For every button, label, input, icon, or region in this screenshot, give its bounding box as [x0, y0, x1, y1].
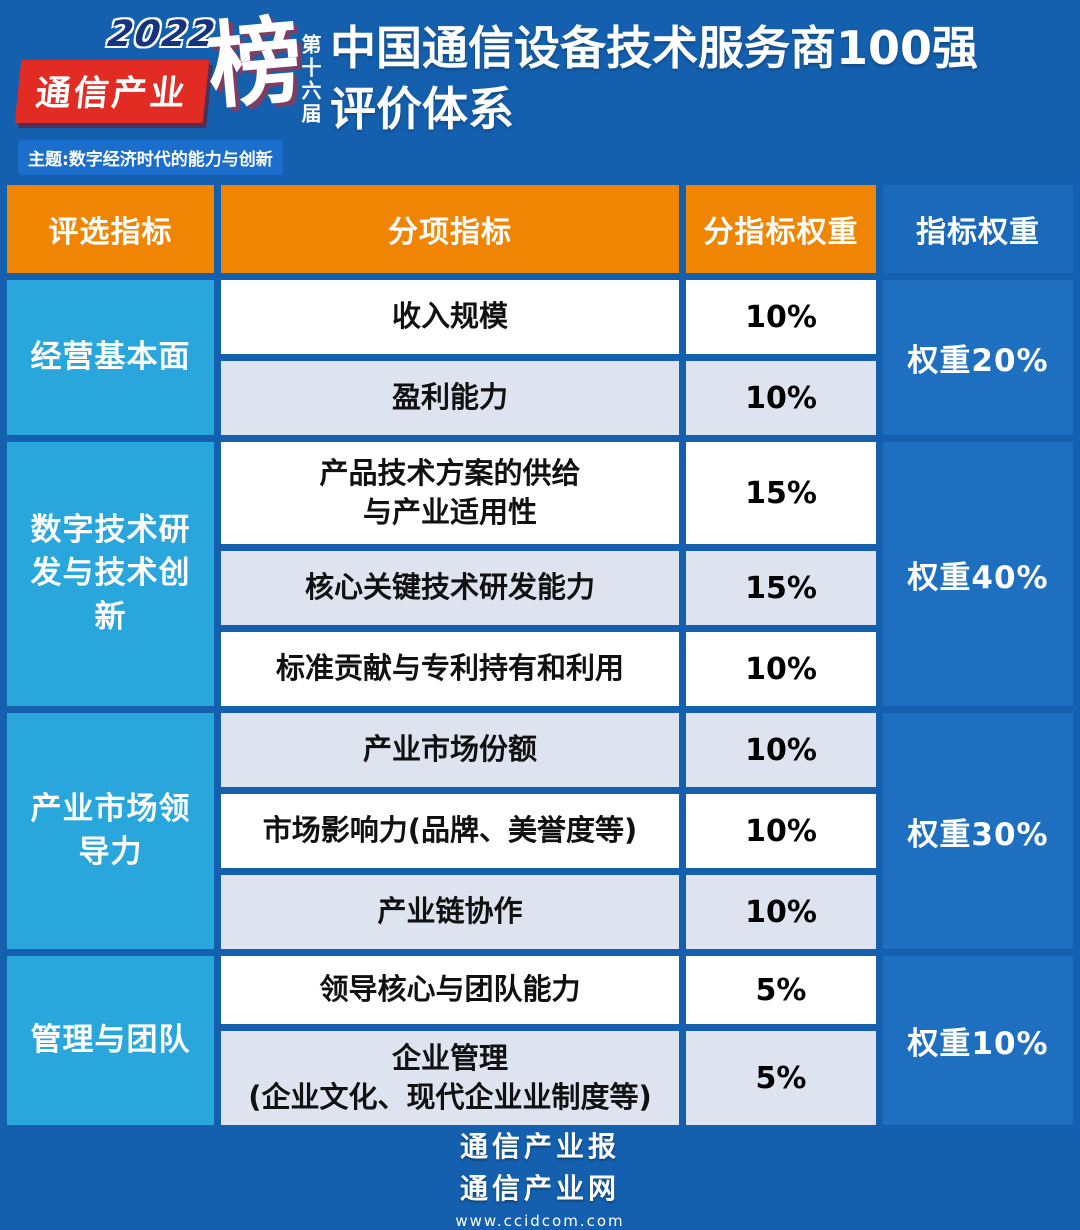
page-title-line2: 评价体系	[330, 81, 514, 136]
footer-publication-2: 通信产业网	[459, 1171, 620, 1205]
group-weight-cell: 权重10%	[883, 956, 1073, 1125]
sub-weight-cell: 10%	[686, 361, 876, 435]
category-cell: 数字技术研发与技术创新	[7, 442, 214, 706]
indicator-cell: 产业市场份额	[221, 713, 679, 787]
sub-weight-cell: 10%	[686, 632, 876, 706]
group-weight-cell: 权重40%	[883, 442, 1073, 706]
column-header-weight: 指标权重	[883, 185, 1073, 273]
group-weight-cell: 权重30%	[883, 713, 1073, 949]
evaluation-table: 评选指标 分项指标 分指标权重 指标权重 经营基本面 收入规模 10% 盈利能力…	[7, 185, 1073, 1125]
indicator-cell: 盈利能力	[221, 361, 679, 435]
sub-weight-cell: 10%	[686, 280, 876, 354]
indicator-cell: 领导核心与团队能力	[221, 956, 679, 1024]
page-header: 2022 通信产业 榜 第十六届 主题:数字经济时代的能力与创新 中国通信设备技…	[0, 0, 1080, 185]
sub-weight-cell: 5%	[686, 956, 876, 1024]
sub-weight-cell: 15%	[686, 551, 876, 625]
category-cell: 经营基本面	[7, 280, 214, 435]
brand-logo: 2022 通信产业 榜 第十六届 主题:数字经济时代的能力与创新	[10, 6, 325, 178]
column-header-sub-indicator: 分项指标	[221, 185, 679, 273]
sub-weight-cell: 10%	[686, 713, 876, 787]
logo-theme-banner: 主题:数字经济时代的能力与创新	[18, 140, 283, 175]
page-title: 中国通信设备技术服务商100强 评价体系	[330, 18, 1072, 139]
column-header-sub-weight: 分指标权重	[686, 185, 876, 273]
indicator-cell: 核心关键技术研发能力	[221, 551, 679, 625]
sub-weight-cell: 15%	[686, 442, 876, 544]
logo-year: 2022	[105, 14, 220, 55]
logo-edition-label: 第十六届	[298, 34, 322, 126]
indicator-cell: 产品技术方案的供给 与产业适用性	[221, 442, 679, 544]
category-cell: 管理与团队	[7, 956, 214, 1125]
logo-brand-ribbon: 通信产业	[14, 60, 210, 123]
indicator-cell: 企业管理 (企业文化、现代企业业制度等)	[221, 1031, 679, 1125]
sub-weight-cell: 10%	[686, 794, 876, 868]
page-title-line1: 中国通信设备技术服务商100强	[330, 21, 979, 75]
group-weight-cell: 权重20%	[883, 280, 1073, 435]
category-cell: 产业市场领导力	[7, 713, 214, 949]
indicator-cell: 标准贡献与专利持有和利用	[221, 632, 679, 706]
logo-bang-character: 榜	[203, 6, 307, 123]
page-footer: 通信产业报 通信产业网 www.ccidcom.com	[0, 1125, 1080, 1230]
indicator-cell: 产业链协作	[221, 875, 679, 949]
footer-website-url: www.ccidcom.com	[455, 1211, 625, 1230]
column-header-category: 评选指标	[7, 185, 214, 273]
footer-publication-1: 通信产业报	[459, 1129, 620, 1163]
sub-weight-cell: 5%	[686, 1031, 876, 1125]
indicator-cell: 市场影响力(品牌、美誉度等)	[221, 794, 679, 868]
sub-weight-cell: 10%	[686, 875, 876, 949]
indicator-cell: 收入规模	[221, 280, 679, 354]
